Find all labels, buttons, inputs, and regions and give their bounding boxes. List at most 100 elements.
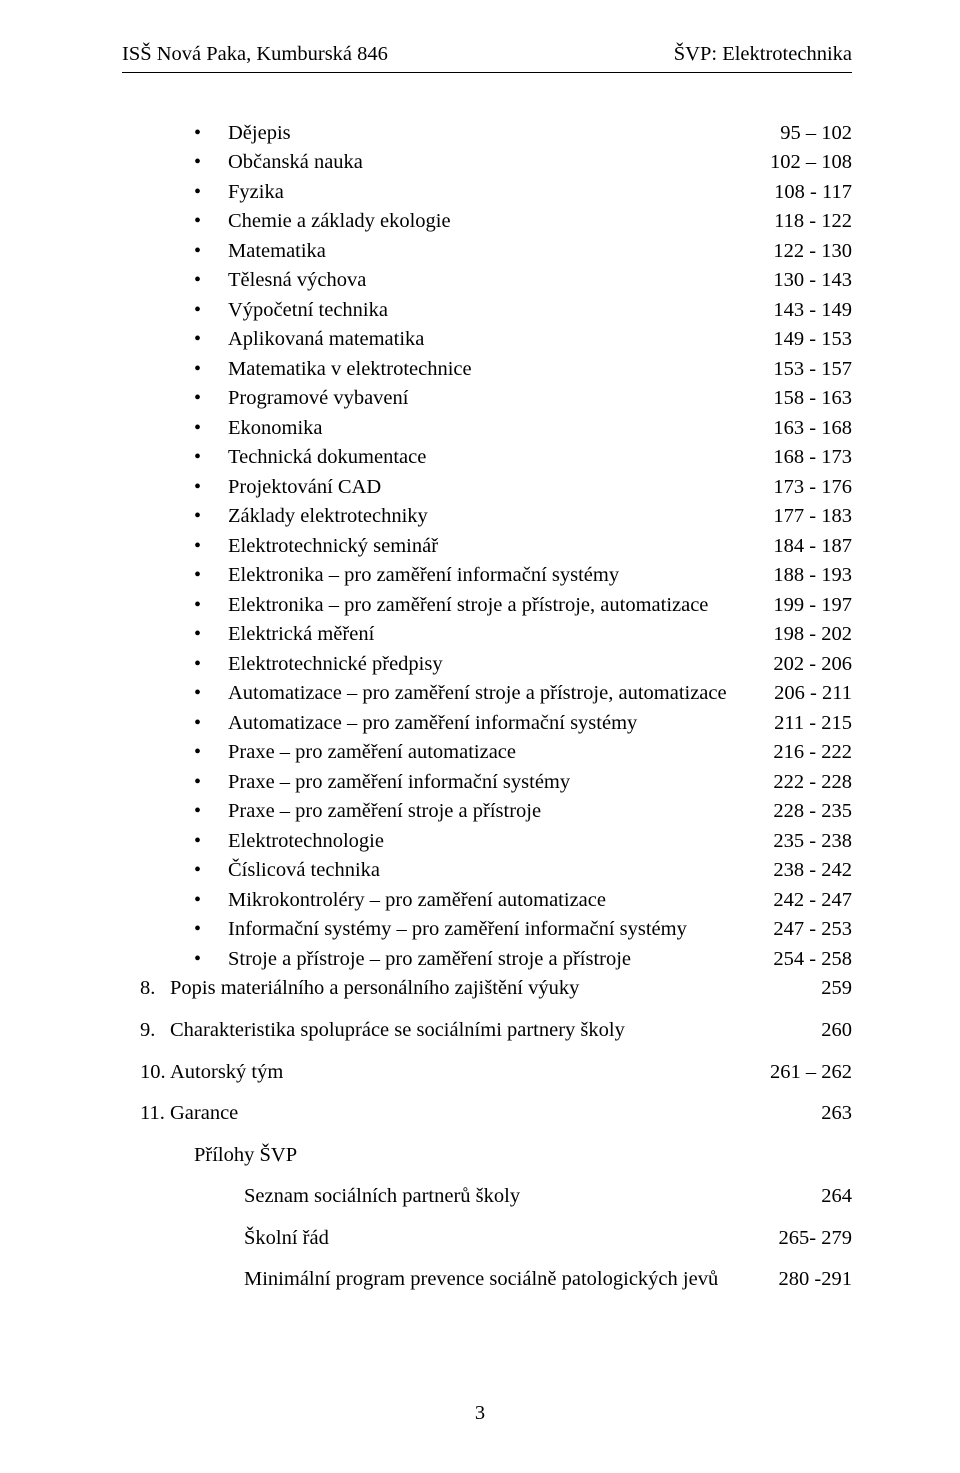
page-number: 3 [0,1399,960,1429]
bullet-value: 149 - 153 [749,325,852,355]
bullet-label: Elektrotechnický seminář [228,532,749,562]
sub-header-row: Přílohy ŠVP [194,1141,852,1171]
bullet-value: 158 - 163 [749,384,852,414]
numbered-value: 259 [797,974,852,1004]
bullet-item: •Občanská nauka102 – 108 [194,148,852,178]
bullet-label: Projektování CAD [228,473,749,503]
bullet-value: 235 - 238 [749,827,852,857]
bullet-value: 177 - 183 [749,502,852,532]
header-right: ŠVP: Elektrotechnika [674,40,852,70]
bullet-item: •Číslicová technika238 - 242 [194,856,852,886]
numbered-label: Autorský tým [170,1058,746,1088]
bullet-item: •Tělesná výchova130 - 143 [194,266,852,296]
bullet-item: •Stroje a přístroje – pro zaměření stroj… [194,945,852,975]
bullet-item: •Automatizace – pro zaměření stroje a př… [194,679,852,709]
bullet-label: Číslicová technika [228,856,749,886]
bullet-label: Mikrokontroléry – pro zaměření automatiz… [228,886,749,916]
bullet-label: Ekonomika [228,414,749,444]
bullet-label: Programové vybavení [228,384,749,414]
bullet-label: Matematika v elektrotechnice [228,355,749,385]
bullet-label: Stroje a přístroje – pro zaměření stroje… [228,945,749,975]
bullet-item: •Automatizace – pro zaměření informační … [194,709,852,739]
bullet-label: Informační systémy – pro zaměření inform… [228,915,749,945]
bullet-dot: • [194,414,228,443]
bullet-item: •Informační systémy – pro zaměření infor… [194,915,852,945]
bullet-item: •Programové vybavení158 - 163 [194,384,852,414]
bullet-value: 216 - 222 [749,738,852,768]
bullet-label: Elektronika – pro zaměření informační sy… [228,561,749,591]
bullet-label: Elektronika – pro zaměření stroje a přís… [228,591,749,621]
bullet-value: 163 - 168 [749,414,852,444]
bullet-dot: • [194,355,228,384]
bullet-value: 122 - 130 [749,237,852,267]
bullet-item: •Dějepis95 – 102 [194,119,852,149]
bullet-dot: • [194,591,228,620]
bullet-dot: • [194,827,228,856]
bullet-dot: • [194,915,228,944]
numbered-row: 9.Charakteristika spolupráce se sociální… [122,1016,852,1046]
bullet-label: Občanská nauka [228,148,746,178]
bullet-item: •Mikrokontroléry – pro zaměření automati… [194,886,852,916]
numbered-num: 9. [140,1016,170,1046]
bullet-label: Fyzika [228,178,750,208]
bullet-value: 168 - 173 [749,443,852,473]
bullet-label: Výpočetní technika [228,296,749,326]
bullet-value: 102 – 108 [746,148,852,178]
bullet-label: Elektrotechnické předpisy [228,650,749,680]
page: ISŠ Nová Paka, Kumburská 846 ŠVP: Elektr… [0,0,960,1473]
sub-row: Školní řád265- 279 [244,1224,852,1254]
bullet-value: 199 - 197 [749,591,852,621]
bullet-value: 242 - 247 [749,886,852,916]
bullet-label: Praxe – pro zaměření stroje a přístroje [228,797,749,827]
numbered-row: 8.Popis materiálního a personálního zaji… [122,974,852,1004]
bullet-list: •Dějepis95 – 102•Občanská nauka102 – 108… [122,119,852,975]
numbered-value: 260 [797,1016,852,1046]
numbered-value: 261 – 262 [746,1058,852,1088]
sub-section: Přílohy ŠVP Seznam sociálních partnerů š… [122,1141,852,1295]
sub-value: 280 -291 [755,1265,852,1295]
bullet-item: •Projektování CAD173 - 176 [194,473,852,503]
bullet-value: 108 - 117 [750,178,852,208]
bullet-item: •Elektrická měření198 - 202 [194,620,852,650]
bullet-dot: • [194,384,228,413]
bullet-value: 202 - 206 [749,650,852,680]
numbered-value: 263 [797,1099,852,1129]
bullet-dot: • [194,856,228,885]
bullet-dot: • [194,679,228,708]
bullet-dot: • [194,325,228,354]
bullet-value: 198 - 202 [749,620,852,650]
bullet-label: Praxe – pro zaměření informační systémy [228,768,749,798]
bullet-dot: • [194,650,228,679]
numbered-row: 11.Garance263 [122,1099,852,1129]
bullet-item: •Praxe – pro zaměření stroje a přístroje… [194,797,852,827]
bullet-item: •Chemie a základy ekologie118 - 122 [194,207,852,237]
bullet-dot: • [194,178,228,207]
bullet-value: 153 - 157 [749,355,852,385]
bullet-value: 188 - 193 [749,561,852,591]
bullet-value: 228 - 235 [749,797,852,827]
bullet-item: •Elektrotechnologie235 - 238 [194,827,852,857]
sub-label: Seznam sociálních partnerů školy [244,1182,797,1212]
bullet-item: •Ekonomika163 - 168 [194,414,852,444]
bullet-dot: • [194,768,228,797]
bullet-label: Technická dokumentace [228,443,749,473]
numbered-label: Popis materiálního a personálního zajišt… [170,974,797,1004]
bullet-value: 130 - 143 [749,266,852,296]
bullet-label: Základy elektrotechniky [228,502,749,532]
bullet-item: •Fyzika108 - 117 [194,178,852,208]
bullet-item: •Praxe – pro zaměření informační systémy… [194,768,852,798]
bullet-dot: • [194,945,228,974]
bullet-label: Tělesná výchova [228,266,749,296]
bullet-dot: • [194,119,228,148]
bullet-dot: • [194,561,228,590]
bullet-dot: • [194,207,228,236]
bullet-dot: • [194,620,228,649]
bullet-label: Automatizace – pro zaměření informační s… [228,709,750,739]
bullet-dot: • [194,738,228,767]
bullet-value: 238 - 242 [749,856,852,886]
numbered-label: Charakteristika spolupráce se sociálními… [170,1016,797,1046]
bullet-dot: • [194,266,228,295]
bullet-dot: • [194,797,228,826]
bullet-value: 206 - 211 [750,679,852,709]
bullet-item: •Praxe – pro zaměření automatizace216 - … [194,738,852,768]
